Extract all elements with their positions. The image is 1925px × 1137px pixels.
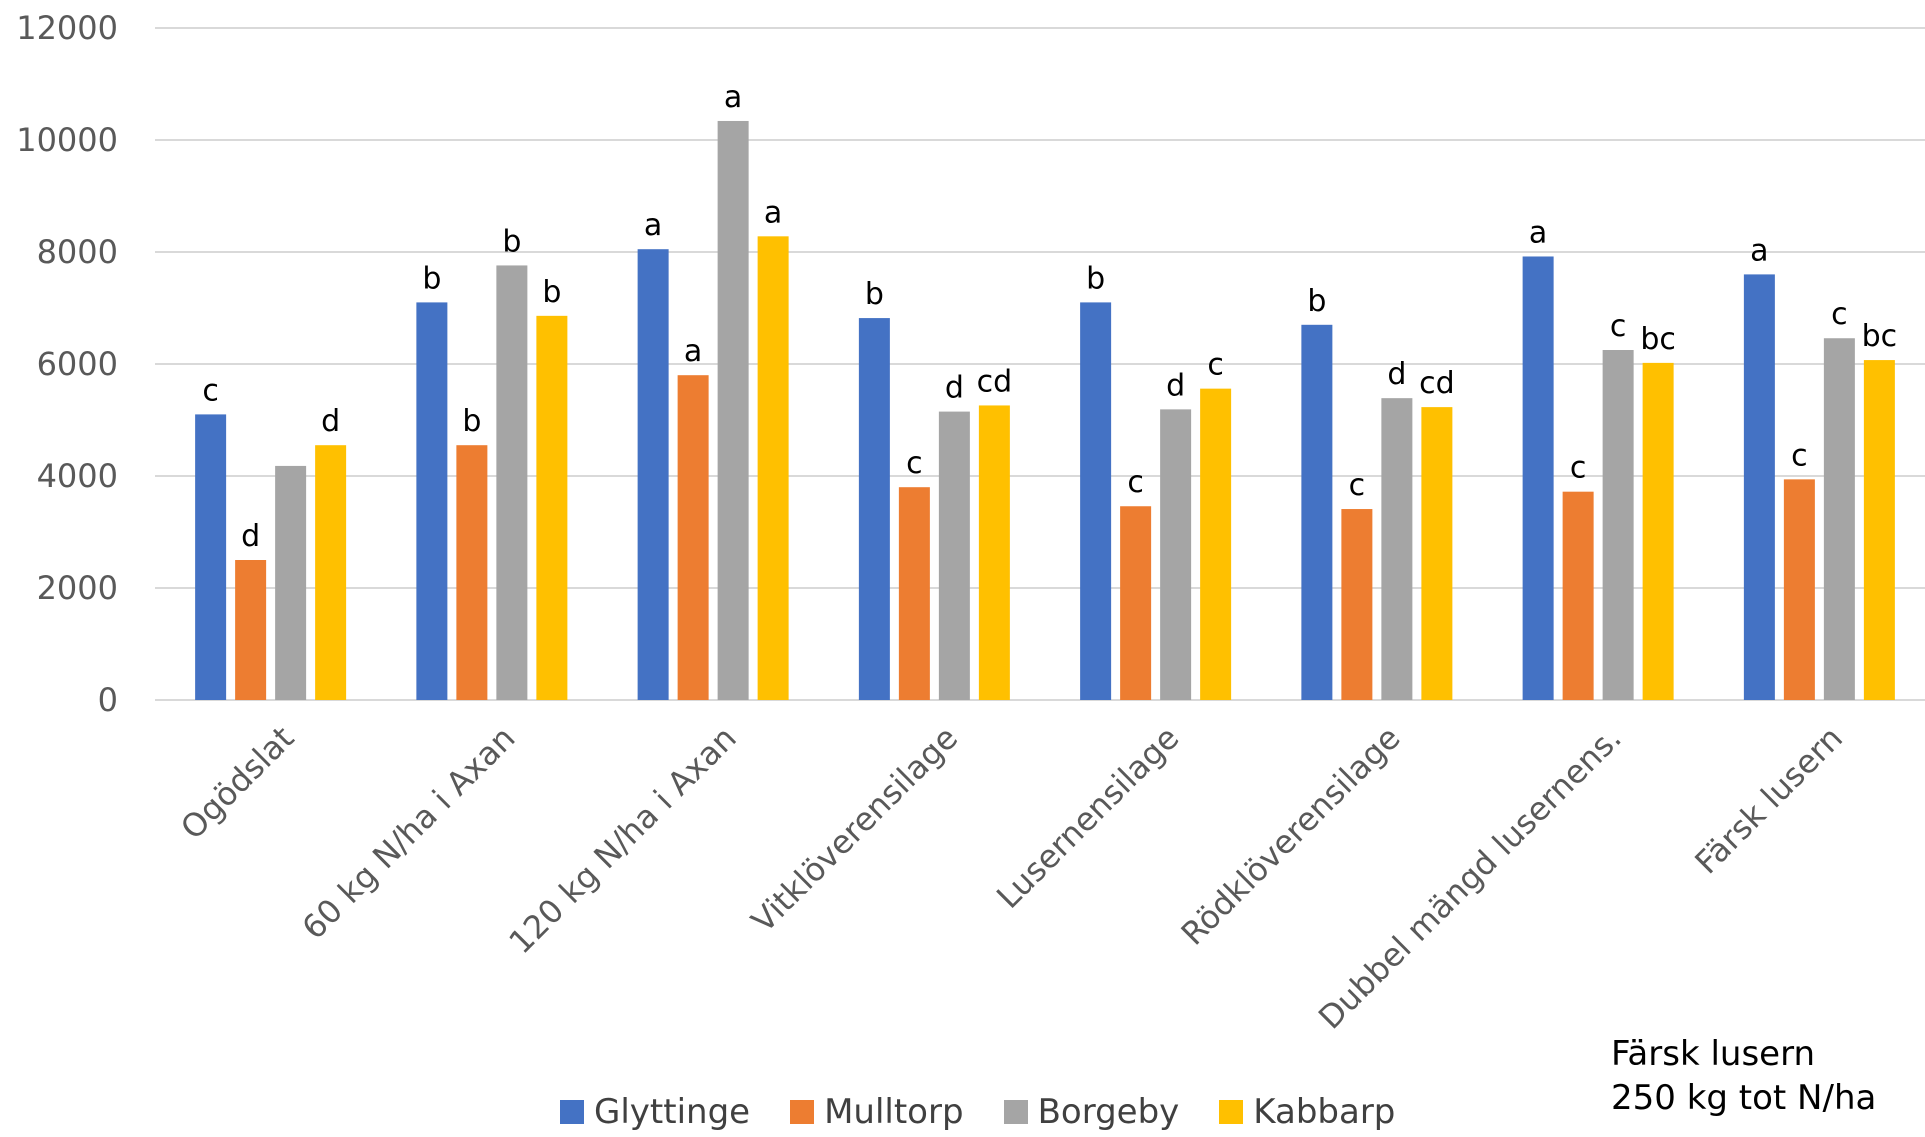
y-tick-label: 4000 — [37, 457, 118, 495]
y-axis-ticks: 0 2000 4000 6000 8000 10000 12000 — [16, 9, 118, 719]
bar-borgeby — [275, 465, 307, 700]
bar-kabbarp — [1863, 360, 1895, 700]
significance-label: d — [1387, 357, 1406, 392]
bar-kabbarp — [315, 445, 347, 700]
significance-label: c — [202, 373, 219, 408]
legend-swatch — [1219, 1100, 1244, 1124]
y-tick-label: 0 — [98, 681, 118, 719]
bar-mulltorp — [677, 375, 709, 700]
legend-label: Borgeby — [1037, 1092, 1180, 1132]
bar-glyttinge — [1301, 324, 1333, 700]
legend-swatch — [790, 1100, 815, 1124]
significance-label: a — [724, 80, 742, 115]
x-category-label: Ogödslat — [173, 719, 301, 847]
significance-label: c — [906, 446, 923, 481]
bars — [195, 120, 1895, 700]
x-category-label: Rödklöverensilage — [1174, 719, 1408, 953]
y-tick-label: 8000 — [37, 233, 118, 271]
significance-label: b — [865, 277, 884, 312]
significance-label: d — [321, 404, 340, 439]
x-category-label: 120 kg N/ha i Axan — [501, 719, 743, 961]
annotation-note: Färsk lusern 250 kg tot N/ha — [1611, 1032, 1876, 1120]
annotation-line-1: Färsk lusern — [1611, 1034, 1816, 1074]
x-category-label: 60 kg N/ha i Axan — [295, 719, 523, 947]
significance-label: c — [1349, 468, 1366, 503]
legend-label: Mulltorp — [824, 1092, 964, 1132]
bar-mulltorp — [1341, 509, 1373, 700]
bar-kabbarp — [978, 405, 1010, 700]
legend-label: Glyttinge — [594, 1092, 751, 1132]
bar-kabbarp — [1200, 388, 1232, 700]
significance-label: a — [764, 195, 782, 230]
bar-borgeby — [1381, 398, 1413, 700]
significance-label: bc — [1640, 322, 1676, 357]
significance-label: b — [422, 261, 441, 296]
x-category-label: Färsk lusern — [1687, 719, 1850, 882]
significance-label: b — [1307, 284, 1326, 319]
legend-label: Kabbarp — [1253, 1092, 1396, 1132]
bar-mulltorp — [1120, 506, 1152, 700]
significance-label: bc — [1862, 319, 1898, 354]
significance-label: cd — [1419, 366, 1455, 401]
bar-glyttinge — [1080, 302, 1112, 700]
gridlines — [155, 27, 1925, 701]
bar-borgeby — [1602, 350, 1634, 700]
bar-kabbarp — [1421, 407, 1453, 700]
legend-item-borgeby: Borgeby — [1003, 1092, 1180, 1132]
significance-label: d — [945, 371, 964, 406]
legend-item-kabbarp: Kabbarp — [1219, 1092, 1395, 1132]
significance-label: c — [1610, 309, 1627, 344]
annotation-line-2: 250 kg tot N/ha — [1611, 1078, 1877, 1118]
y-tick-label: 10000 — [16, 121, 118, 159]
y-tick-label: 2000 — [37, 569, 118, 607]
significance-label: c — [1570, 451, 1587, 486]
legend-item-glyttinge: Glyttinge — [560, 1092, 750, 1132]
bar-borgeby — [496, 265, 528, 700]
significance-label: a — [1529, 215, 1547, 250]
bar-kabbarp — [757, 236, 789, 700]
bar-borgeby — [717, 120, 749, 700]
bar-mulltorp — [456, 445, 488, 700]
y-tick-label: 6000 — [37, 345, 118, 383]
bar-glyttinge — [858, 318, 890, 700]
bar-mulltorp — [898, 487, 930, 700]
bar-borgeby — [938, 411, 970, 700]
legend-item-mulltorp: Mulltorp — [790, 1092, 964, 1132]
legend-swatch — [560, 1100, 584, 1124]
bar-kabbarp — [1642, 362, 1674, 700]
bar-kabbarp — [536, 315, 568, 700]
bar-glyttinge — [416, 302, 448, 700]
significance-label: d — [1166, 368, 1185, 403]
legend-swatch — [1003, 1100, 1028, 1124]
bar-borgeby — [1160, 409, 1192, 700]
significance-label: a — [644, 208, 662, 243]
significance-label: d — [241, 519, 260, 554]
significance-label: a — [1750, 233, 1768, 268]
bar-mulltorp — [1562, 491, 1594, 700]
bar-mulltorp — [1783, 479, 1815, 700]
bar-glyttinge — [1522, 256, 1554, 700]
significance-label: b — [1086, 261, 1105, 296]
x-category-label: Vitklöverensilage — [744, 719, 965, 940]
significance-label: b — [462, 404, 481, 439]
y-tick-label: 12000 — [16, 9, 118, 47]
x-category-label: Lusernensilage — [989, 719, 1186, 916]
significance-label: c — [1791, 438, 1808, 473]
significance-label: c — [1207, 348, 1224, 383]
significance-label: cd — [977, 364, 1013, 399]
bar-borgeby — [1823, 338, 1855, 700]
significance-label: c — [1127, 465, 1144, 500]
significance-label: a — [684, 334, 702, 369]
bar-glyttinge — [1743, 274, 1775, 700]
significance-label: b — [502, 224, 521, 259]
bar-mulltorp — [235, 560, 267, 700]
bar-glyttinge — [637, 249, 669, 700]
significance-label: b — [542, 275, 561, 310]
significance-label: c — [1831, 297, 1848, 332]
legend: Glyttinge Mulltorp Borgeby Kabbarp — [560, 1092, 1395, 1132]
bar-glyttinge — [195, 414, 227, 700]
